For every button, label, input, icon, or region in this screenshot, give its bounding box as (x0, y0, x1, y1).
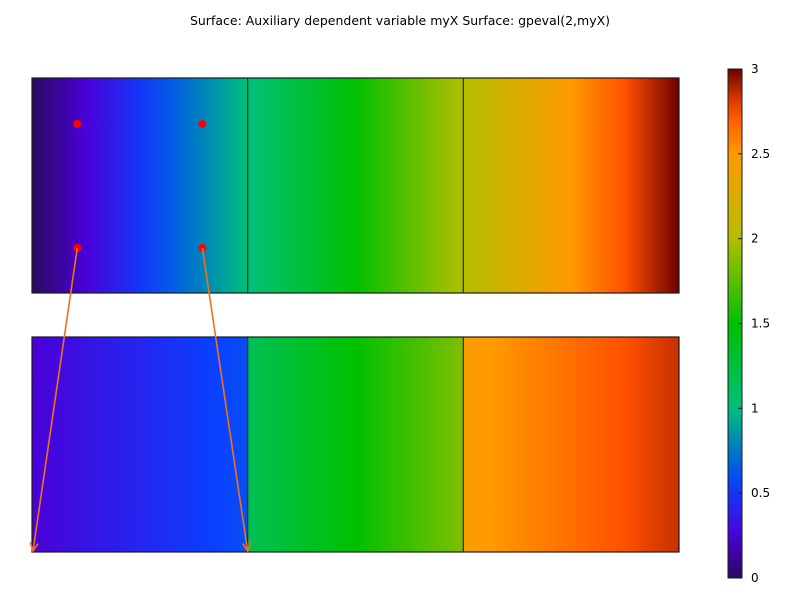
sample-point-2 (198, 120, 207, 128)
sample-point-1 (73, 120, 82, 128)
surface-gpeval-element-1 (32, 337, 248, 552)
surface-myx (32, 78, 679, 293)
surface-gpeval-element-3 (463, 337, 679, 552)
colorbar-tick-label: 1 (751, 401, 759, 415)
colorbar-tick-label: 0.5 (751, 486, 770, 500)
chart-title: Surface: Auxiliary dependent variable my… (189, 13, 611, 28)
colorbar-tick-label: 0 (751, 571, 759, 585)
colorbar-tick-label: 1.5 (751, 317, 770, 331)
surface-gpeval-element-2 (247, 337, 464, 552)
colorbar-tick-label: 2 (751, 232, 759, 246)
domain-outline-lower (31, 336, 680, 553)
mapping-arrow-1 (29, 247, 79, 553)
colorbar-tick-label: 3 (751, 62, 759, 76)
mapping-arrow-2 (201, 247, 252, 553)
colorbar-tick-label: 2.5 (751, 147, 770, 161)
domain-outline-upper (31, 77, 680, 294)
